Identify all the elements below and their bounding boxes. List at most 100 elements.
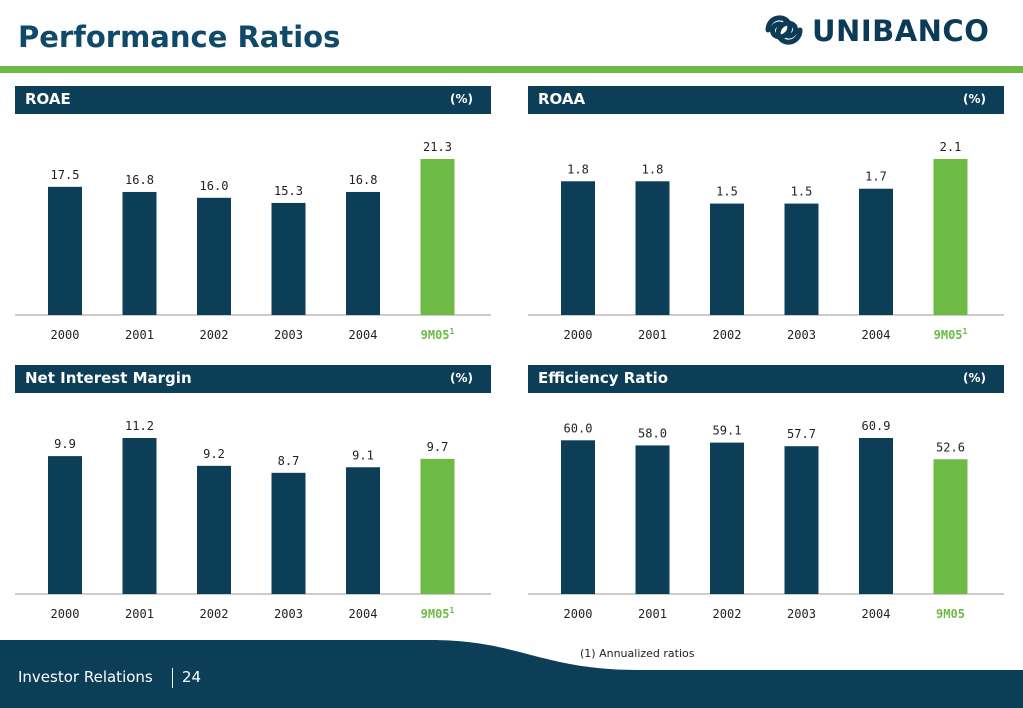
- x-tick-label: 9M05: [936, 607, 965, 621]
- logo-text: UNIBANCO: [812, 14, 990, 48]
- efficiency-ratio-bar-chart: 60.0 2000 58.0 2001 59.1 2002 57.7 2003 60.9 2004…: [528, 419, 1004, 621]
- bar-value-label: 60.0: [564, 421, 593, 435]
- bar: [420, 458, 455, 594]
- logo-knot-icon: [765, 15, 803, 45]
- x-tick-label: 2001: [125, 607, 154, 621]
- panel-unit: (%): [963, 92, 986, 106]
- roaa-bar-chart: 1.8 2000 1.8 2001 1.5 2002 1.5 2003 1.7 2004 2.1 9M…: [528, 140, 1004, 342]
- page-title: Performance Ratios: [18, 20, 341, 54]
- bar: [710, 442, 744, 594]
- bar-value-label: 57.7: [787, 427, 816, 441]
- bar-value-label: 16.8: [349, 173, 378, 187]
- panel-header: Efficiency Ratio (%): [528, 365, 1004, 393]
- bar-value-label: 1.7: [865, 170, 887, 184]
- x-tick-label: 2004: [862, 607, 891, 621]
- bar-value-label: 16.0: [200, 179, 229, 193]
- x-tick-label: 2002: [713, 607, 742, 621]
- bar: [859, 188, 893, 315]
- net-interest-margin-bar-chart: 9.9 2000 11.2 2001 9.2 2002 8.7 2003 9.1 2004 9.7 9…: [15, 419, 491, 621]
- tick-superscript: 1: [450, 606, 455, 615]
- panel-header: ROAA (%): [528, 86, 1004, 114]
- x-tick-label: 2000: [564, 328, 593, 342]
- bar: [48, 186, 82, 315]
- page-number: 24: [182, 668, 202, 686]
- x-tick-label: 2002: [200, 328, 229, 342]
- panel-title: ROAE: [25, 90, 71, 108]
- bar: [561, 181, 595, 315]
- panel-unit: (%): [963, 371, 986, 385]
- bar: [561, 440, 595, 594]
- x-tick-label: 2000: [51, 607, 80, 621]
- bar: [122, 191, 157, 315]
- footer-band: [0, 640, 1023, 708]
- x-tick-label: 2001: [125, 328, 154, 342]
- bar-value-label: 1.8: [567, 162, 589, 176]
- x-tick-label: 9M051: [934, 327, 968, 342]
- bar-value-label: 1.5: [791, 185, 813, 199]
- panel-unit: (%): [450, 371, 473, 385]
- x-tick-label: 2003: [274, 328, 303, 342]
- x-tick-label: 2003: [787, 607, 816, 621]
- footer-separator: [172, 668, 173, 688]
- bar: [784, 446, 819, 594]
- bar-value-label: 9.9: [54, 437, 76, 451]
- bar: [635, 445, 670, 594]
- bar: [197, 465, 231, 594]
- x-tick-label: 2002: [200, 607, 229, 621]
- bar: [635, 181, 670, 315]
- bar-value-label: 21.3: [423, 140, 452, 154]
- bar-value-label: 17.5: [51, 168, 80, 182]
- bar: [346, 467, 380, 594]
- bar-value-label: 60.9: [862, 419, 891, 433]
- x-tick-label: 2004: [349, 607, 378, 621]
- x-tick-label: 2001: [638, 607, 667, 621]
- bar: [271, 202, 306, 315]
- x-tick-label: 2000: [51, 328, 80, 342]
- bar-value-label: 9.7: [427, 440, 449, 454]
- bar: [784, 203, 819, 315]
- bar-value-label: 9.1: [352, 448, 374, 462]
- bar: [859, 438, 893, 594]
- bar-value-label: 9.2: [203, 447, 225, 461]
- panel-unit: (%): [450, 92, 473, 106]
- bar: [933, 159, 968, 315]
- panel-title: Efficiency Ratio: [538, 369, 669, 387]
- tick-superscript: 1: [963, 327, 968, 336]
- x-tick-label: 2004: [349, 328, 378, 342]
- panel-header: Net Interest Margin (%): [15, 365, 491, 393]
- bar: [346, 191, 380, 315]
- bar-value-label: 8.7: [278, 454, 300, 468]
- x-tick-label: 2002: [713, 328, 742, 342]
- x-tick-label: 2001: [638, 328, 667, 342]
- bar-value-label: 58.0: [638, 426, 667, 440]
- panel-header: ROAE (%): [15, 86, 491, 114]
- roae-panel: ROAE (%) 17.5 2000 16.8 2001 16.0 2002 15.3 200…: [15, 86, 491, 358]
- x-tick-label: 2004: [862, 328, 891, 342]
- x-tick-label: 9M051: [421, 606, 455, 621]
- x-tick-label: 9M051: [421, 327, 455, 342]
- panel-title: Net Interest Margin: [25, 369, 192, 387]
- x-tick-label: 2000: [564, 607, 593, 621]
- footer-label: Investor Relations: [18, 668, 153, 686]
- bar-value-label: 11.2: [125, 419, 154, 433]
- unibanco-logo: UNIBANCO: [760, 10, 1010, 50]
- bar: [271, 472, 306, 594]
- bar: [933, 459, 968, 594]
- bar-value-label: 2.1: [940, 140, 962, 154]
- bar: [420, 159, 455, 315]
- bar-value-label: 1.8: [642, 162, 664, 176]
- bar: [710, 203, 744, 315]
- bar-value-label: 1.5: [716, 185, 738, 199]
- tick-superscript: 1: [450, 327, 455, 336]
- bar: [197, 197, 231, 315]
- bar-value-label: 15.3: [274, 184, 303, 198]
- panel-title: ROAA: [538, 90, 586, 108]
- x-tick-label: 2003: [274, 607, 303, 621]
- bar-value-label: 16.8: [125, 173, 154, 187]
- efficiency-ratio-panel: Efficiency Ratio (%) 60.0 2000 58.0 2001 59.…: [528, 365, 1004, 637]
- bar: [122, 438, 157, 594]
- roaa-panel: ROAA (%) 1.8 2000 1.8 2001 1.5 2002 1.5 2003 1.7…: [528, 86, 1004, 358]
- bar-value-label: 59.1: [713, 424, 742, 438]
- net-interest-margin-panel: Net Interest Margin (%) 9.9 2000 11.2 2001 9…: [15, 365, 491, 637]
- bar: [48, 456, 82, 594]
